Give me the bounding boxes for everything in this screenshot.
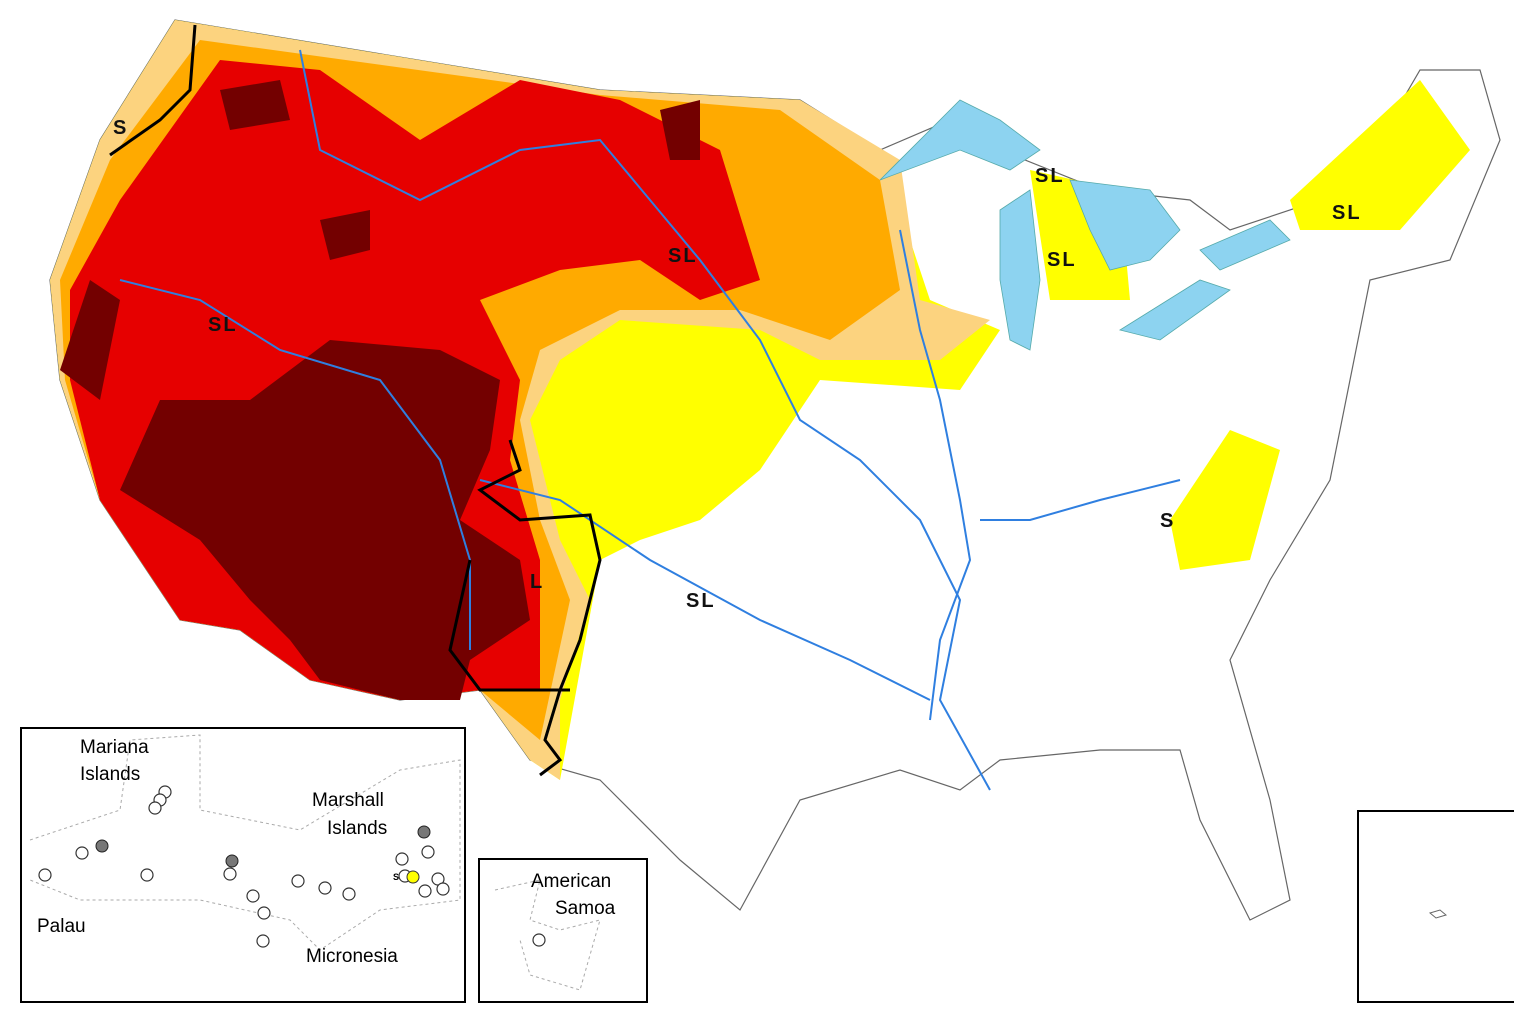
impact-label: SL [1047,249,1077,271]
exceptional-drought [60,80,700,700]
station [342,887,356,901]
inset-label: Palau [37,916,86,937]
inset-label: Mariana [80,737,149,758]
station [318,881,332,895]
great-lakes [879,99,1291,351]
impact-label: S [1160,510,1175,532]
impact-label: SL [1332,202,1362,224]
station [395,852,409,866]
station-dry [406,870,420,884]
inset-frame [20,727,466,1003]
station [418,884,432,898]
river [980,479,1181,521]
station [421,845,435,859]
station [532,933,546,947]
station-dots [38,785,450,948]
river [899,229,972,721]
impact-label: SL [686,590,716,612]
territory-boundary [494,879,601,991]
inset-label: Marshall [312,790,384,811]
impact-label: SL [1035,165,1065,187]
station [38,868,52,882]
station-impact-label: S [393,872,399,882]
river [479,479,931,701]
station [223,867,237,881]
inset-label: Samoa [555,898,616,919]
station [140,868,154,882]
station [246,889,260,903]
territory-boundary [29,734,461,951]
station [436,882,450,896]
island [1428,909,1448,919]
yellow-east [1030,80,1470,570]
impact-label: SL [668,245,698,267]
station [291,874,305,888]
inset-label: Islands [80,764,140,785]
station-drought [417,825,431,839]
map-labels: S SL SL SL SL SL SL L SL S [113,117,1362,612]
station [148,801,162,815]
impact-label: SL [208,314,238,336]
impact-label: S [113,117,128,139]
station [257,906,271,920]
station [75,846,89,860]
inset-label: Micronesia [306,946,398,967]
inset-label: Islands [327,818,387,839]
station [256,934,270,948]
inset-frame [1357,810,1514,1003]
river [299,49,991,791]
impact-boundary [109,24,197,157]
inset-label: American [531,871,611,892]
station-drought [225,854,239,868]
impact-boundary [448,439,602,777]
station-drought [95,839,109,853]
inset-frame [478,858,648,1003]
impact-label: L [530,571,544,593]
